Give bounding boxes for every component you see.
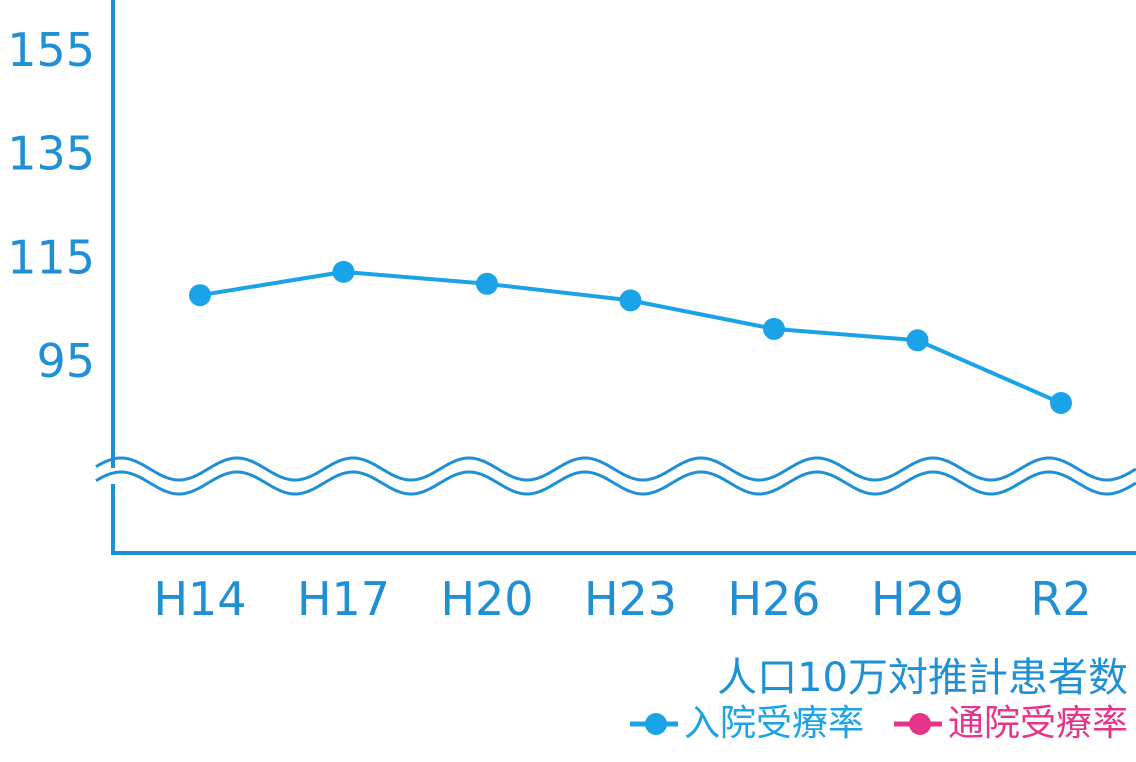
x-tick-label: H14: [153, 572, 247, 626]
axes: [111, 0, 1136, 555]
y-tick-labels: 95 115 135 155: [7, 23, 95, 388]
legend-label-inpatient: 入院受療率: [683, 703, 864, 744]
data-point-H14: [189, 284, 211, 307]
y-tick-label: 135: [7, 127, 95, 181]
legend-item-outpatient: 通院受療率: [892, 706, 1128, 742]
legend-item-inpatient: 入院受療率: [628, 706, 864, 742]
data-point-H23: [619, 289, 642, 312]
data-point-R2: [1050, 392, 1072, 415]
legend: 入院受療率 通院受療率: [628, 706, 1128, 742]
x-tick-label: H20: [440, 572, 534, 626]
data-point-H29: [906, 329, 929, 352]
x-tick-label: H17: [296, 572, 391, 626]
x-axis-label: 人口10万対推計患者数: [717, 655, 1128, 701]
legend-marker-outpatient: [893, 713, 942, 735]
axis-break-wave: [95, 456, 1136, 496]
data-point-H17: [332, 260, 355, 283]
data-point-H20: [476, 272, 498, 295]
x-tick-label: H23: [583, 572, 678, 626]
legend-marker-inpatient: [629, 713, 678, 735]
series-layer: [189, 260, 1072, 415]
legend-label-outpatient: 通院受療率: [947, 703, 1128, 744]
x-tick-label: H26: [727, 572, 821, 626]
y-tick-label: 115: [7, 230, 95, 284]
axis-break-wave-lower: [95, 470, 1136, 496]
x-tick-label: R2: [1030, 572, 1092, 626]
chart: 95 115 135 155: [7, 0, 1136, 555]
data-point-H26: [763, 317, 785, 340]
axis-break-wave-upper: [95, 456, 1136, 482]
y-tick-label: 95: [36, 334, 95, 388]
x-tick-label: H29: [870, 572, 965, 626]
y-tick-label: 155: [7, 23, 95, 77]
